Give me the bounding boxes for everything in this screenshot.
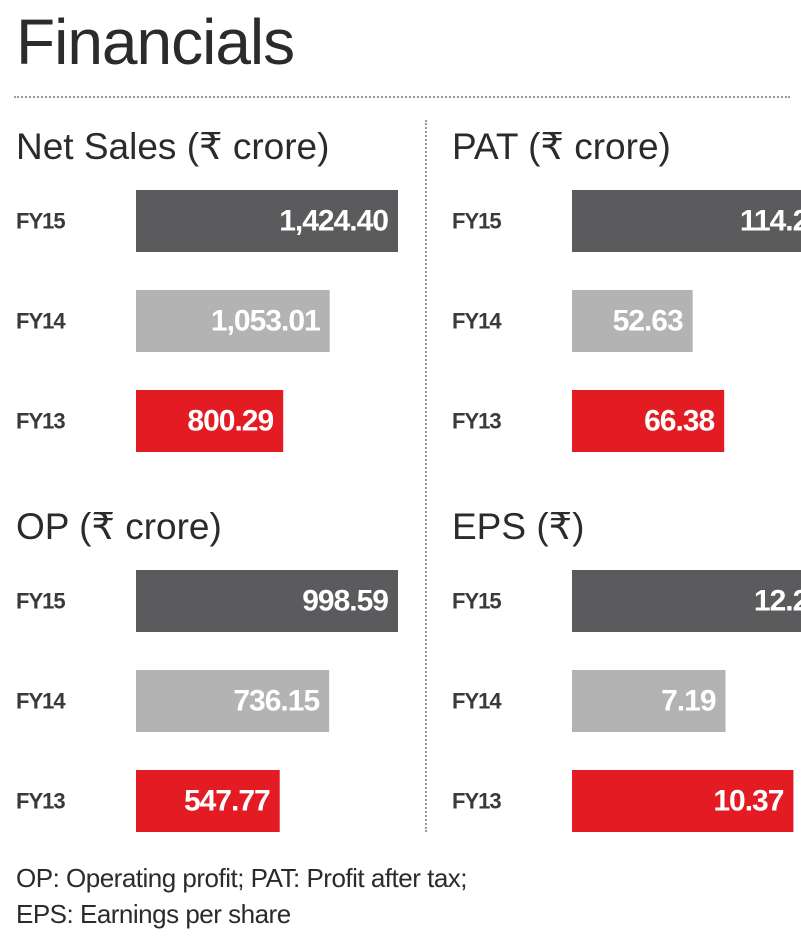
footnote-line-1: OP: Operating profit; PAT: Profit after … [16, 863, 468, 893]
pat-chart: FY15 114.28 FY14 52.63 FY13 66.38 [452, 190, 801, 452]
pat-value-label-fy14: 52.63 [613, 305, 683, 338]
pat-value-label-fy13: 66.38 [644, 405, 714, 438]
eps-value-label-fy14: 7.19 [661, 685, 716, 718]
pat-bar-fy13 [572, 390, 725, 452]
pat-panel: PAT (₹ crore) FY15 114.28 FY14 52.63 FY13 66.… [452, 124, 801, 479]
page-title: Financials [16, 6, 295, 78]
op-bar-fy15 [136, 570, 398, 632]
net-sales-value-label-fy15: 1,424.40 [279, 205, 388, 238]
footnote: OP: Operating profit; PAT: Profit after … [16, 860, 468, 932]
op-value-label-fy15: 998.59 [302, 585, 388, 618]
eps-bar-fy13 [572, 770, 794, 832]
pat-category-label-fy15: FY15 [452, 209, 501, 234]
panel-divider [425, 120, 427, 832]
net-sales-bar-fy14 [136, 290, 330, 352]
pat-category-label-fy13: FY13 [452, 409, 501, 434]
footnote-line-2: EPS: Earnings per share [16, 899, 291, 929]
eps-category-label-fy13: FY13 [452, 789, 501, 814]
net-sales-value-label-fy13: 800.29 [187, 405, 273, 438]
net-sales-category-label-fy15: FY15 [16, 209, 65, 234]
eps-value-label-fy13: 10.37 [713, 785, 783, 818]
net-sales-value-label-fy14: 1,053.01 [211, 305, 320, 338]
op-bar-fy14 [136, 670, 330, 732]
net-sales-bar-fy15 [136, 190, 398, 252]
eps-panel: EPS (₹) FY15 12.27 FY14 7.19 FY13 10.37 [452, 504, 801, 859]
pat-title: PAT (₹ crore) [452, 126, 671, 167]
pat-value-label-fy15: 114.28 [740, 205, 801, 238]
op-value-label-fy13: 547.77 [184, 785, 270, 818]
pat-category-label-fy14: FY14 [452, 309, 502, 334]
net-sales-title: Net Sales (₹ crore) [16, 126, 330, 167]
op-bar-fy13 [136, 770, 280, 832]
net-sales-bar-fy13 [136, 390, 284, 452]
net-sales-category-label-fy13: FY13 [16, 409, 65, 434]
eps-category-label-fy15: FY15 [452, 589, 501, 614]
op-category-label-fy14: FY14 [16, 689, 66, 714]
pat-bar-fy14 [572, 290, 693, 352]
op-category-label-fy15: FY15 [16, 589, 65, 614]
eps-category-label-fy14: FY14 [452, 689, 502, 714]
op-chart: FY15 998.59 FY14 736.15 FY13 547.77 [16, 570, 398, 832]
net-sales-category-label-fy14: FY14 [16, 309, 66, 334]
eps-value-label-fy15: 12.27 [754, 585, 801, 618]
op-title: OP (₹ crore) [16, 506, 222, 547]
eps-bar-fy14 [572, 670, 726, 732]
op-value-label-fy14: 736.15 [233, 685, 319, 718]
eps-bar-fy15 [572, 570, 801, 632]
eps-chart: FY15 12.27 FY14 7.19 FY13 10.37 [452, 570, 801, 832]
net-sales-panel: Net Sales (₹ crore) FY15 1,424.40 FY14 1,05… [16, 124, 416, 479]
eps-title: EPS (₹) [452, 506, 585, 547]
op-category-label-fy13: FY13 [16, 789, 65, 814]
pat-bar-fy15 [572, 190, 801, 252]
title-divider [14, 96, 790, 98]
net-sales-chart: FY15 1,424.40 FY14 1,053.01 FY13 800.29 [16, 190, 398, 452]
op-panel: OP (₹ crore) FY15 998.59 FY14 736.15 FY13 547… [16, 504, 416, 859]
